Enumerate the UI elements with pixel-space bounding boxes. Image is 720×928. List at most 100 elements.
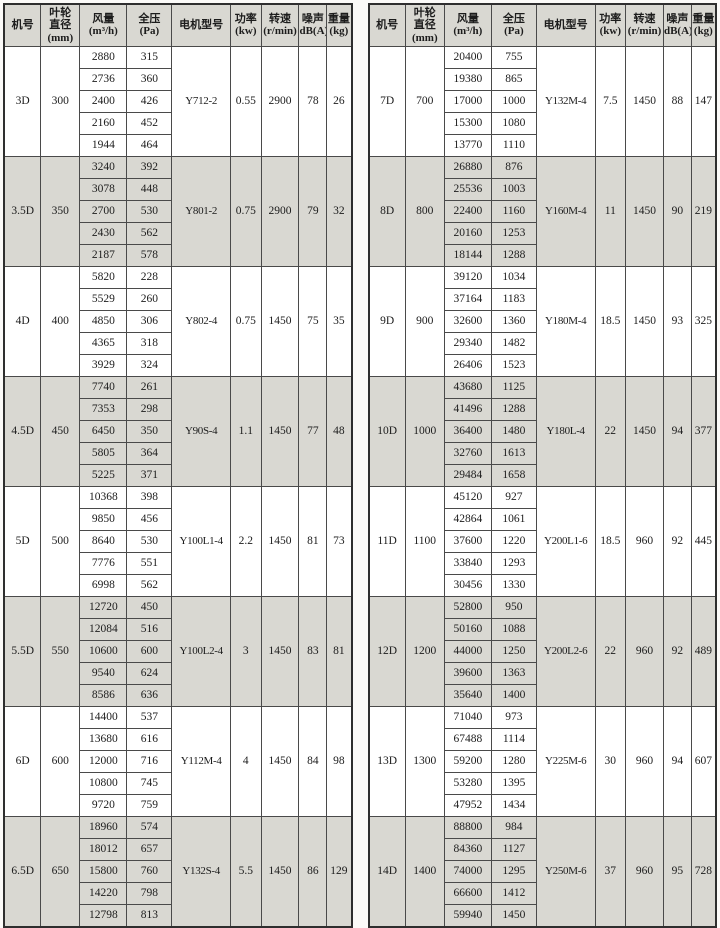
noise-cell: 92	[662, 595, 692, 707]
table-body: 3D 300 2880 315 Y712-2 0.55 2900 78 26 2736 360 240…	[3, 45, 352, 928]
pressure-cell: 1110	[490, 133, 537, 157]
model-cell: 6.5D	[3, 815, 42, 928]
flow-cell: 52800	[443, 595, 492, 619]
motor-cell: Y180M-4	[535, 265, 596, 377]
noise-cell: 94	[662, 705, 692, 817]
flow-cell: 50160	[443, 617, 492, 641]
pressure-cell: 450	[126, 595, 173, 619]
diameter-cell: 400	[40, 265, 81, 377]
fan-spec-table-right: 机号 叶轮 直径 (mm) 风量 (m³/h) 全压 (Pa) 电机型号 功率 (kw) …	[367, 3, 717, 928]
table-row: 33840 1293	[369, 551, 717, 575]
table-row: 41496 1288	[369, 397, 717, 421]
pressure-cell: 1183	[490, 287, 537, 311]
speed-cell: 1450	[260, 705, 300, 817]
diameter-cell: 1200	[404, 595, 445, 707]
pressure-cell: 537	[126, 705, 173, 729]
speed-cell: 1450	[625, 45, 664, 157]
table-row: 36400 1480	[369, 419, 717, 443]
pressure-cell: 1395	[490, 771, 537, 795]
table-row: 10800 745	[4, 771, 352, 795]
pressure-cell: 306	[126, 309, 173, 333]
flow-cell: 12084	[79, 617, 128, 641]
table-row: 18144 1288	[369, 243, 717, 267]
noise-cell: 94	[662, 375, 692, 487]
power-cell: 1.1	[230, 375, 262, 487]
flow-cell: 8586	[79, 683, 128, 707]
pressure-cell: 1160	[490, 199, 537, 223]
pressure-cell: 228	[126, 265, 173, 289]
pressure-cell: 624	[126, 661, 173, 685]
diameter-cell: 1400	[404, 815, 445, 928]
speed-cell: 2900	[260, 45, 300, 157]
pressure-cell: 1250	[490, 639, 537, 663]
flow-cell: 33840	[443, 551, 492, 575]
table-row: 30456 1330	[369, 573, 717, 597]
pressure-cell: 1523	[490, 353, 537, 377]
noise-cell: 92	[662, 485, 692, 597]
speed-cell: 1450	[625, 155, 664, 267]
flow-cell: 39600	[443, 661, 492, 685]
power-cell: 7.5	[594, 45, 627, 157]
flow-cell: 1944	[79, 133, 128, 157]
flow-cell: 2160	[79, 111, 128, 135]
table-row: 2700 530	[4, 199, 352, 223]
flow-cell: 20160	[443, 221, 492, 245]
col-header-power: 功率 (kw)	[230, 3, 262, 47]
model-cell: 9D	[368, 265, 406, 377]
diameter-cell: 800	[404, 155, 445, 267]
pressure-cell: 1480	[490, 419, 537, 443]
model-cell: 4.5D	[3, 375, 42, 487]
motor-cell: Y112M-4	[171, 705, 232, 817]
pressure-cell: 1000	[490, 89, 537, 113]
weight-cell: 325	[690, 265, 717, 377]
pressure-cell: 260	[126, 287, 173, 311]
flow-cell: 39120	[443, 265, 492, 289]
noise-cell: 78	[298, 45, 328, 157]
pressure-cell: 456	[126, 507, 173, 531]
flow-cell: 71040	[443, 705, 492, 729]
flow-cell: 18144	[443, 243, 492, 267]
pressure-cell: 636	[126, 683, 173, 707]
pressure-cell: 1434	[490, 793, 537, 817]
diameter-cell: 300	[40, 45, 81, 157]
diameter-cell: 700	[404, 45, 445, 157]
table-row: 18012 657	[4, 837, 352, 861]
flow-cell: 3078	[79, 177, 128, 201]
pressure-cell: 1034	[490, 265, 537, 289]
pressure-cell: 360	[126, 67, 173, 91]
pressure-cell: 813	[126, 903, 173, 928]
noise-cell: 83	[298, 595, 328, 707]
table-row: 44000 1250	[369, 639, 717, 663]
pressure-cell: 657	[126, 837, 173, 861]
flow-cell: 10800	[79, 771, 128, 795]
model-cell: 5D	[3, 485, 42, 597]
weight-cell: 607	[690, 705, 717, 817]
table-row: 12D 1200 52800 950 Y200L2-6 22 960 92 489	[368, 595, 717, 707]
motor-cell: Y180L-4	[535, 375, 596, 487]
col-header-model: 机号	[368, 3, 406, 47]
speed-cell: 960	[625, 815, 664, 928]
weight-cell: 98	[326, 705, 352, 817]
weight-cell: 32	[326, 155, 352, 267]
pressure-cell: 745	[126, 771, 173, 795]
flow-cell: 43680	[443, 375, 492, 399]
pressure-cell: 578	[126, 243, 173, 267]
pressure-cell: 452	[126, 111, 173, 135]
flow-cell: 15800	[79, 859, 128, 883]
speed-cell: 1450	[625, 375, 664, 487]
power-cell: 5.5	[230, 815, 262, 928]
power-cell: 18.5	[594, 265, 627, 377]
noise-cell: 95	[662, 815, 692, 928]
diameter-cell: 1000	[404, 375, 445, 487]
model-cell: 12D	[368, 595, 406, 707]
flow-cell: 4850	[79, 309, 128, 333]
flow-cell: 7353	[79, 397, 128, 421]
power-cell: 0.55	[230, 45, 262, 157]
table-row: 9720 759	[4, 793, 352, 817]
pressure-cell: 1127	[490, 837, 537, 861]
pressure-cell: 516	[126, 617, 173, 641]
table-row: 5.5D 550 12720 450 Y100L2-4 3 1450 83 81	[3, 595, 352, 707]
flow-cell: 35640	[443, 683, 492, 707]
table-row: 14D 1400 88800 984 Y250M-6 37 960 95 728	[368, 815, 717, 928]
pressure-cell: 616	[126, 727, 173, 751]
